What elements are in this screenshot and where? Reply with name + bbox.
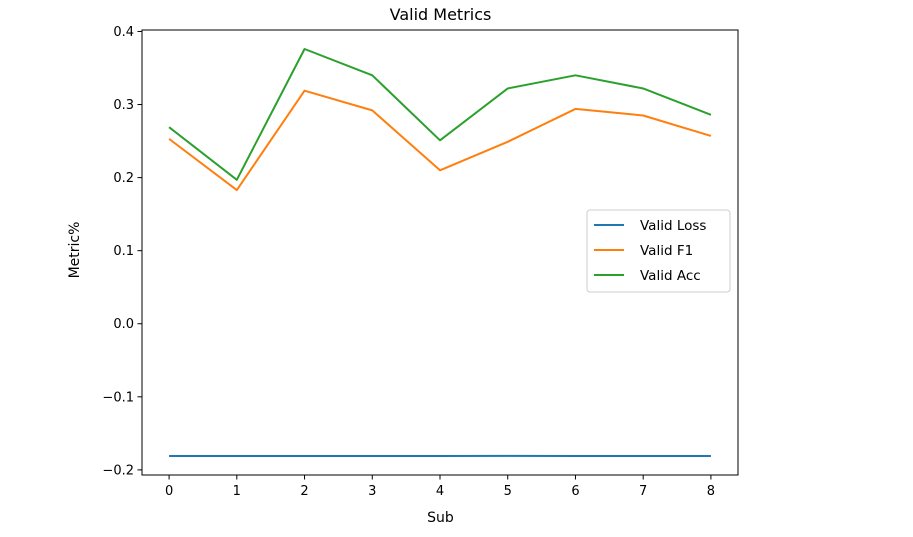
- y-tick-label: 0.4: [113, 25, 134, 40]
- chart-title: Valid Metrics: [390, 5, 492, 24]
- y-axis-label: Metric%: [67, 222, 83, 279]
- x-tick-label: 4: [436, 484, 444, 499]
- legend-label-valid-f1: Valid F1: [640, 243, 693, 259]
- y-tick-label: −0.2: [102, 463, 134, 478]
- x-tick-label: 7: [639, 484, 647, 499]
- x-tick-label: 2: [300, 484, 308, 499]
- x-tick-label: 3: [368, 484, 376, 499]
- x-tick-label: 6: [571, 484, 579, 499]
- legend-label-valid-loss: Valid Loss: [640, 218, 706, 234]
- legend-label-valid-acc: Valid Acc: [640, 268, 701, 284]
- x-tick-label: 1: [233, 484, 241, 499]
- y-tick-label: 0.1: [113, 244, 134, 259]
- y-tick-label: 0.3: [113, 98, 134, 113]
- legend: Valid Loss Valid F1 Valid Acc: [587, 210, 730, 292]
- x-tick-label: 8: [707, 484, 715, 499]
- x-tick-label: 5: [504, 484, 512, 499]
- y-tick-label: 0.2: [113, 171, 134, 186]
- y-tick-label: 0.0: [113, 317, 134, 332]
- plot-area: 0 1 2 3 4 5 6 7 8 −0.2 −0.1 0.0 0.1 0.2 0.3 0.4 Valid Lo…: [102, 25, 738, 499]
- x-tick-label: 0: [165, 484, 173, 499]
- x-axis-label: Sub: [427, 510, 454, 526]
- y-tick-label: −0.1: [102, 390, 134, 405]
